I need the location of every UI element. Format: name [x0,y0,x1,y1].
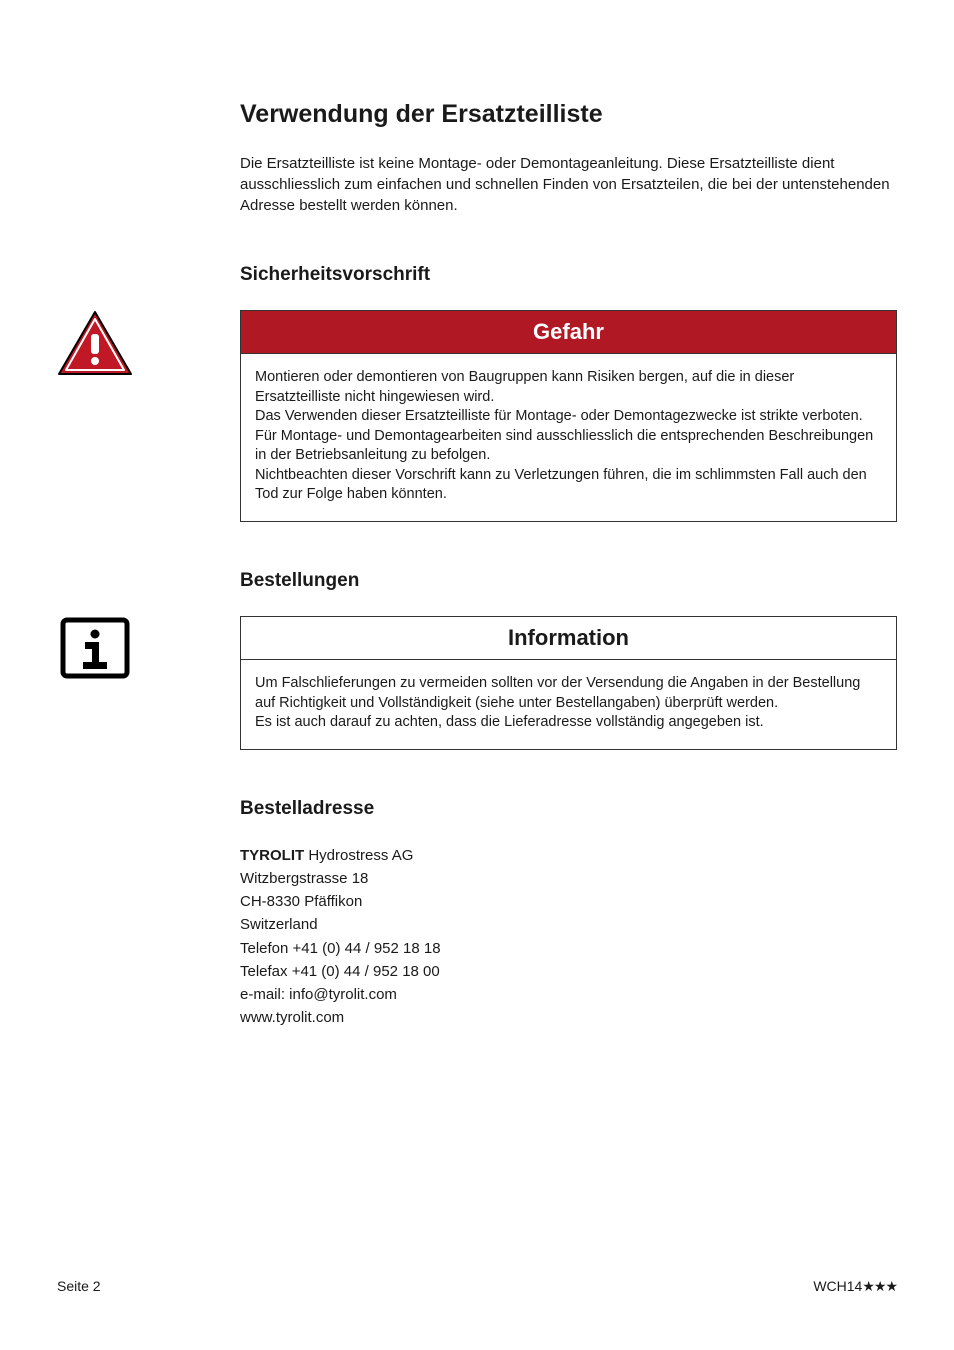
address-web: www.tyrolit.com [240,1006,897,1029]
address-country: Switzerland [240,913,897,936]
danger-box: Gefahr Montieren oder demontieren von Ba… [240,310,897,522]
info-icon [57,614,133,682]
company-name-rest: Hydrostress AG [304,847,413,864]
danger-text-2: Das Verwenden dieser Ersatzteilliste für… [255,407,882,466]
address-block: TYROLIT Hydrostress AG Witzbergstrasse 1… [240,844,897,1030]
footer-doc-text: WCH14 [813,1278,862,1294]
intro-text: Die Ersatzteilliste ist keine Montage- o… [240,153,897,216]
footer-stars: ★★★ [862,1278,897,1294]
danger-box-body: Montieren oder demontieren von Baugruppe… [241,354,896,521]
danger-text-3: Nichtbeachten dieser Vorschrift kann zu … [255,466,882,505]
danger-text-1: Montieren oder demontieren von Baugruppe… [255,368,882,407]
address-heading: Bestelladresse [240,798,897,820]
danger-block: Gefahr Montieren oder demontieren von Ba… [57,310,897,522]
info-box-body: Um Falschlieferungen zu vermeiden sollte… [241,660,896,749]
address-street: Witzbergstrasse 18 [240,867,897,890]
info-box-title: Information [241,617,896,660]
footer-doc: WCH14★★★ [813,1278,897,1295]
info-text-1: Um Falschlieferungen zu vermeiden sollte… [255,674,882,713]
address-fax: Telefax +41 (0) 44 / 952 18 00 [240,960,897,983]
page-footer: Seite 2 WCH14★★★ [57,1278,897,1295]
info-block: Information Um Falschlieferungen zu verm… [57,616,897,750]
danger-box-title: Gefahr [241,311,896,354]
info-text-2: Es ist auch darauf zu achten, dass die L… [255,713,882,733]
orders-heading: Bestellungen [240,570,897,592]
address-company: TYROLIT Hydrostress AG [240,844,897,867]
page-title: Verwendung der Ersatzteilliste [240,100,897,129]
address-city: CH-8330 Pfäffikon [240,890,897,913]
info-box: Information Um Falschlieferungen zu verm… [240,616,897,750]
warning-icon [57,310,133,378]
address-phone: Telefon +41 (0) 44 / 952 18 18 [240,937,897,960]
company-name-bold: TYROLIT [240,847,304,864]
footer-page: Seite 2 [57,1278,101,1295]
safety-heading: Sicherheitsvorschrift [240,264,897,286]
address-email: e-mail: info@tyrolit.com [240,983,897,1006]
